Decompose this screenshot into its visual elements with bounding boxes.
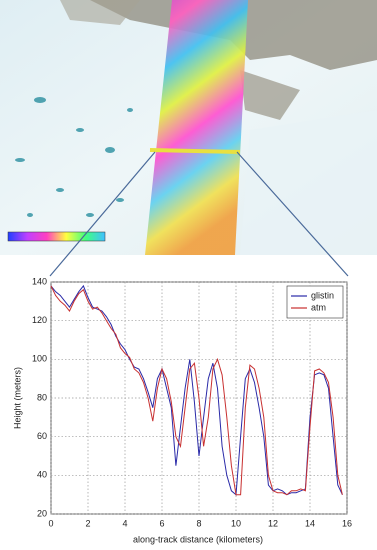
x-tick-label: 10 bbox=[231, 518, 241, 528]
x-tick-label: 16 bbox=[342, 518, 352, 528]
y-tick-label: 120 bbox=[32, 315, 47, 325]
legend-box bbox=[286, 285, 344, 319]
y-axis-label: Height (meters) bbox=[12, 367, 22, 429]
x-tick-label: 12 bbox=[268, 518, 278, 528]
data-line bbox=[50, 285, 343, 496]
y-tick-label: 40 bbox=[37, 470, 47, 480]
y-tick-label: 80 bbox=[37, 392, 47, 402]
x-tick-label: 2 bbox=[85, 518, 90, 528]
y-tick-label: 20 bbox=[37, 508, 47, 518]
y-tick-label: 140 bbox=[32, 276, 47, 286]
satellite-image bbox=[0, 0, 377, 277]
x-axis-label: along-track distance (kilometers) bbox=[133, 534, 263, 544]
legend-label: atm bbox=[311, 302, 326, 312]
x-tick-label: 14 bbox=[305, 518, 315, 528]
x-tick-label: 4 bbox=[122, 518, 127, 528]
legend-label: glistin bbox=[311, 290, 334, 300]
x-tick-label: 8 bbox=[196, 518, 201, 528]
y-tick-label: 100 bbox=[32, 354, 47, 364]
y-tick-label: 60 bbox=[37, 431, 47, 441]
x-tick-label: 6 bbox=[159, 518, 164, 528]
x-tick-label: 0 bbox=[48, 518, 53, 528]
